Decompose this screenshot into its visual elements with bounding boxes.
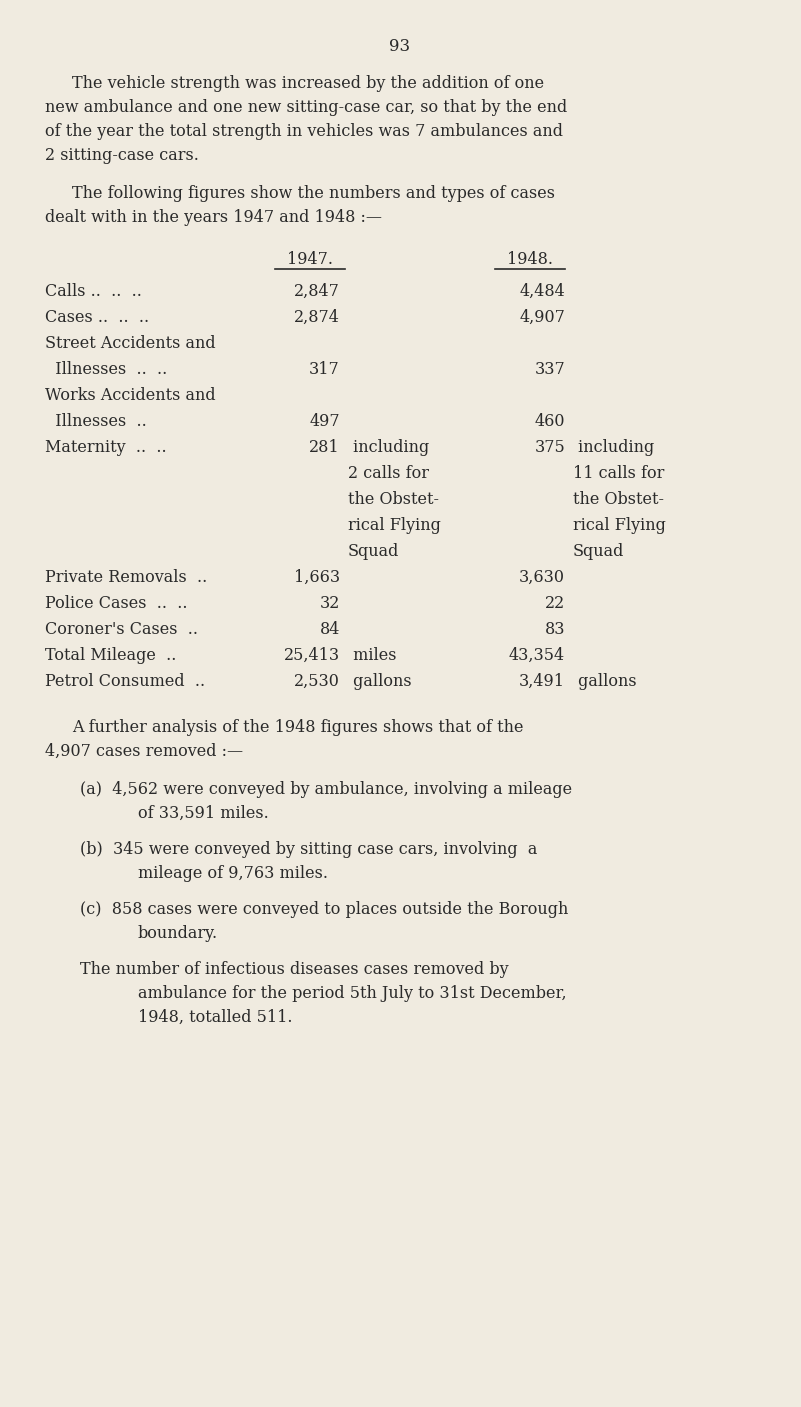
Text: 93: 93 xyxy=(389,38,411,55)
Text: of the year the total strength in vehicles was 7 ambulances and: of the year the total strength in vehicl… xyxy=(45,122,563,141)
Text: 1,663: 1,663 xyxy=(294,568,340,585)
Text: 337: 337 xyxy=(534,362,565,378)
Text: A further analysis of the 1948 figures shows that of the: A further analysis of the 1948 figures s… xyxy=(72,719,524,736)
Text: 2,530: 2,530 xyxy=(294,673,340,689)
Text: gallons: gallons xyxy=(348,673,412,689)
Text: 4,907 cases removed :—: 4,907 cases removed :— xyxy=(45,743,244,760)
Text: Calls ..  ..  ..: Calls .. .. .. xyxy=(45,283,142,300)
Text: Squad: Squad xyxy=(348,543,400,560)
Text: Illnesses  ..: Illnesses .. xyxy=(45,414,147,431)
Text: (b)  345 were conveyed by sitting case cars, involving  a: (b) 345 were conveyed by sitting case ca… xyxy=(80,841,537,858)
Text: ambulance for the period 5th July to 31st December,: ambulance for the period 5th July to 31s… xyxy=(138,985,566,1002)
Text: the Obstet-: the Obstet- xyxy=(573,491,664,508)
Text: of 33,591 miles.: of 33,591 miles. xyxy=(138,805,269,822)
Text: The following figures show the numbers and types of cases: The following figures show the numbers a… xyxy=(72,184,555,203)
Text: rical Flying: rical Flying xyxy=(348,516,441,535)
Text: 22: 22 xyxy=(545,595,565,612)
Text: 2 sitting-case cars.: 2 sitting-case cars. xyxy=(45,146,199,165)
Text: 281: 281 xyxy=(309,439,340,456)
Text: boundary.: boundary. xyxy=(138,924,218,943)
Text: 11 calls for: 11 calls for xyxy=(573,464,664,483)
Text: 1948, totalled 511.: 1948, totalled 511. xyxy=(138,1009,292,1026)
Text: 2,847: 2,847 xyxy=(294,283,340,300)
Text: (c)  858 cases were conveyed to places outside the Borough: (c) 858 cases were conveyed to places ou… xyxy=(80,900,569,917)
Text: including: including xyxy=(573,439,654,456)
Text: rical Flying: rical Flying xyxy=(573,516,666,535)
Text: Coroner's Cases  ..: Coroner's Cases .. xyxy=(45,620,198,637)
Text: 3,630: 3,630 xyxy=(519,568,565,585)
Text: miles: miles xyxy=(348,647,396,664)
Text: mileage of 9,763 miles.: mileage of 9,763 miles. xyxy=(138,865,328,882)
Text: 32: 32 xyxy=(320,595,340,612)
Text: 25,413: 25,413 xyxy=(284,647,340,664)
Text: 2,874: 2,874 xyxy=(294,310,340,326)
Text: 1947.: 1947. xyxy=(287,250,333,267)
Text: the Obstet-: the Obstet- xyxy=(348,491,439,508)
Text: Street Accidents and: Street Accidents and xyxy=(45,335,215,352)
Text: 84: 84 xyxy=(320,620,340,637)
Text: 4,907: 4,907 xyxy=(519,310,565,326)
Text: dealt with in the years 1947 and 1948 :—: dealt with in the years 1947 and 1948 :— xyxy=(45,210,382,227)
Text: gallons: gallons xyxy=(573,673,637,689)
Text: 43,354: 43,354 xyxy=(509,647,565,664)
Text: Maternity  ..  ..: Maternity .. .. xyxy=(45,439,167,456)
Text: The vehicle strength was increased by the addition of one: The vehicle strength was increased by th… xyxy=(72,75,544,91)
Text: 1948.: 1948. xyxy=(507,250,553,267)
Text: new ambulance and one new sitting-case car, so that by the end: new ambulance and one new sitting-case c… xyxy=(45,98,567,115)
Text: 2 calls for: 2 calls for xyxy=(348,464,429,483)
Text: Illnesses  ..  ..: Illnesses .. .. xyxy=(45,362,167,378)
Text: Cases ..  ..  ..: Cases .. .. .. xyxy=(45,310,149,326)
Text: 497: 497 xyxy=(309,414,340,431)
Text: 83: 83 xyxy=(545,620,565,637)
Text: 317: 317 xyxy=(309,362,340,378)
Text: including: including xyxy=(348,439,429,456)
Text: The number of infectious diseases cases removed by: The number of infectious diseases cases … xyxy=(80,961,509,978)
Text: Police Cases  ..  ..: Police Cases .. .. xyxy=(45,595,187,612)
Text: 460: 460 xyxy=(534,414,565,431)
Text: 375: 375 xyxy=(534,439,565,456)
Text: Total Mileage  ..: Total Mileage .. xyxy=(45,647,176,664)
Text: (a)  4,562 were conveyed by ambulance, involving a mileage: (a) 4,562 were conveyed by ambulance, in… xyxy=(80,781,572,798)
Text: Petrol Consumed  ..: Petrol Consumed .. xyxy=(45,673,205,689)
Text: 3,491: 3,491 xyxy=(519,673,565,689)
Text: 4,484: 4,484 xyxy=(519,283,565,300)
Text: Works Accidents and: Works Accidents and xyxy=(45,387,215,404)
Text: Private Removals  ..: Private Removals .. xyxy=(45,568,207,585)
Text: Squad: Squad xyxy=(573,543,624,560)
